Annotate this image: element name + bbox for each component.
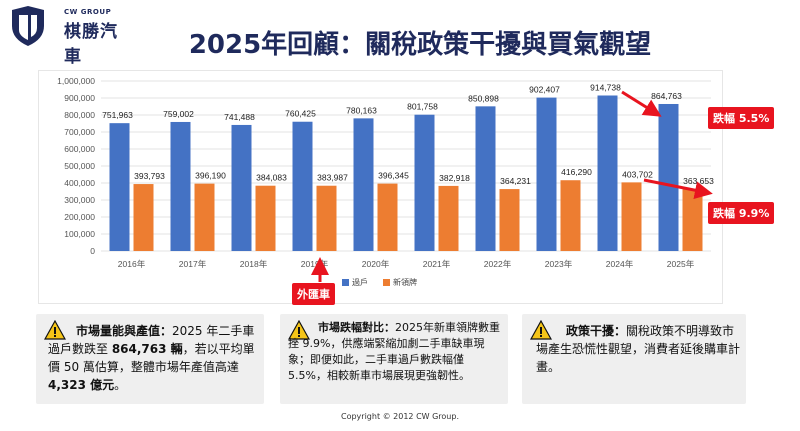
data-label: 364,231 xyxy=(500,176,531,186)
y-tick-label: 500,000 xyxy=(64,161,95,171)
bar-transfer xyxy=(292,121,313,251)
legend-swatch-new-plate xyxy=(383,279,390,286)
bar-transfer xyxy=(231,124,252,251)
y-tick-label: 200,000 xyxy=(64,212,95,222)
logo-subtitle: CW GROUP xyxy=(64,8,112,16)
data-label: 780,163 xyxy=(346,105,377,115)
y-tick-label: 600,000 xyxy=(64,144,95,154)
data-label: 751,963 xyxy=(102,110,133,120)
panel-text: 市場跌幅對比：2025年新車領牌數重挫 9.9%，供應端緊縮加劇二手車缺車現象；… xyxy=(288,321,500,382)
bar-transfer xyxy=(475,106,496,251)
data-label: 850,898 xyxy=(468,93,499,103)
y-tick-label: 0 xyxy=(90,246,95,256)
x-tick-label: 2021年 xyxy=(423,259,451,269)
bar-new-plate xyxy=(133,184,154,251)
page-title: 2025年回顧：關稅政策干擾與買氣觀望 xyxy=(188,30,652,60)
panel-heading: 市場量能與產值： xyxy=(76,324,173,338)
y-tick-label: 400,000 xyxy=(64,178,95,188)
bar-transfer xyxy=(536,97,557,251)
shield-logo-icon xyxy=(12,6,44,46)
info-panel-market: 市場量能與產值：2025 年二手車過戶數跌至 864,763 輛，若以平均單價 … xyxy=(36,314,264,404)
warning-icon xyxy=(44,320,66,340)
x-tick-label: 2022年 xyxy=(484,259,512,269)
bar-new-plate xyxy=(438,185,459,251)
panel-heading: 政策干擾： xyxy=(566,324,627,338)
x-tick-label: 2024年 xyxy=(606,259,634,269)
bar-transfer xyxy=(353,118,374,252)
callout-import-car: 外匯車 xyxy=(292,283,335,305)
bar-transfer xyxy=(170,121,191,251)
data-label: 741,488 xyxy=(224,112,255,122)
panel-text: 政策干擾：關稅政策不明導致市場產生恐慌性觀望，消費者延後購車計畫。 xyxy=(536,324,741,374)
data-label: 363,653 xyxy=(683,176,714,186)
callout-drop-transfer: 跌幅 5.5% xyxy=(708,107,775,129)
legend-swatch-transfer xyxy=(342,279,349,286)
warning-icon xyxy=(530,320,552,340)
bar-transfer xyxy=(109,123,130,251)
y-tick-label: 900,000 xyxy=(64,93,95,103)
data-label: 382,918 xyxy=(439,173,470,183)
bar-new-plate xyxy=(377,183,398,251)
data-label: 759,002 xyxy=(163,109,194,119)
data-label: 403,702 xyxy=(622,169,653,179)
chart-svg: 1,000,000 900,000 800,000 700,000 600,000 500… xyxy=(57,76,714,287)
info-panel-policy: 政策干擾：關稅政策不明導致市場產生恐慌性觀望，消費者延後購車計畫。 xyxy=(522,314,746,404)
data-label: 396,345 xyxy=(378,171,409,181)
x-tick-label: 2019年 xyxy=(301,259,329,269)
data-label: 914,738 xyxy=(590,82,621,92)
data-label: 864,763 xyxy=(651,91,682,101)
bar-transfer xyxy=(658,103,679,251)
data-label: 760,425 xyxy=(285,109,316,119)
bar-new-plate xyxy=(316,185,337,251)
callout-drop-new: 跌幅 9.9% xyxy=(708,202,775,224)
x-tick-label: 2023年 xyxy=(545,259,573,269)
bar-transfer xyxy=(414,114,435,251)
panel-heading: 市場跌幅對比： xyxy=(318,321,395,334)
x-tick-label: 2025年 xyxy=(667,259,695,269)
bar-new-plate xyxy=(621,182,642,251)
x-tick-label: 2018年 xyxy=(240,259,268,269)
bar-new-plate xyxy=(560,180,581,251)
logo-name: 棋勝汽車 xyxy=(64,22,118,67)
x-tick-label: 2020年 xyxy=(362,259,390,269)
bar-new-plate xyxy=(682,189,703,251)
y-tick-label: 700,000 xyxy=(64,127,95,137)
company-logo: CW GROUP 棋勝汽車 xyxy=(10,4,130,67)
panel-text: 市場量能與產值：2025 年二手車過戶數跌至 864,763 輛，若以平均單價 … xyxy=(48,324,255,392)
warning-icon xyxy=(288,320,310,340)
bar-transfer xyxy=(597,95,618,251)
bar-new-plate xyxy=(499,189,520,251)
copyright-footer: Copyright © 2012 CW Group. xyxy=(340,412,459,421)
y-tick-label: 1,000,000 xyxy=(57,76,95,86)
y-tick-label: 100,000 xyxy=(64,229,95,239)
bar-new-plate xyxy=(194,183,215,251)
bar-chart: 1,000,000 900,000 800,000 700,000 600,000 500… xyxy=(38,70,723,304)
data-label: 801,758 xyxy=(407,102,438,112)
legend-label-new-plate: 新領牌 xyxy=(393,277,417,287)
data-label: 902,407 xyxy=(529,85,560,95)
data-label: 383,987 xyxy=(317,173,348,183)
data-label: 393,793 xyxy=(134,171,165,181)
legend-label-transfer: 過戶 xyxy=(352,277,368,287)
y-tick-label: 800,000 xyxy=(64,110,95,120)
y-tick-label: 300,000 xyxy=(64,195,95,205)
data-label: 384,083 xyxy=(256,173,287,183)
data-label: 416,290 xyxy=(561,167,592,177)
info-panel-decline: 市場跌幅對比：2025年新車領牌數重挫 9.9%，供應端緊縮加劇二手車缺車現象；… xyxy=(280,314,508,404)
x-tick-label: 2016年 xyxy=(118,259,146,269)
bar-new-plate xyxy=(255,185,276,251)
x-tick-label: 2017年 xyxy=(179,259,207,269)
data-label: 396,190 xyxy=(195,171,226,181)
